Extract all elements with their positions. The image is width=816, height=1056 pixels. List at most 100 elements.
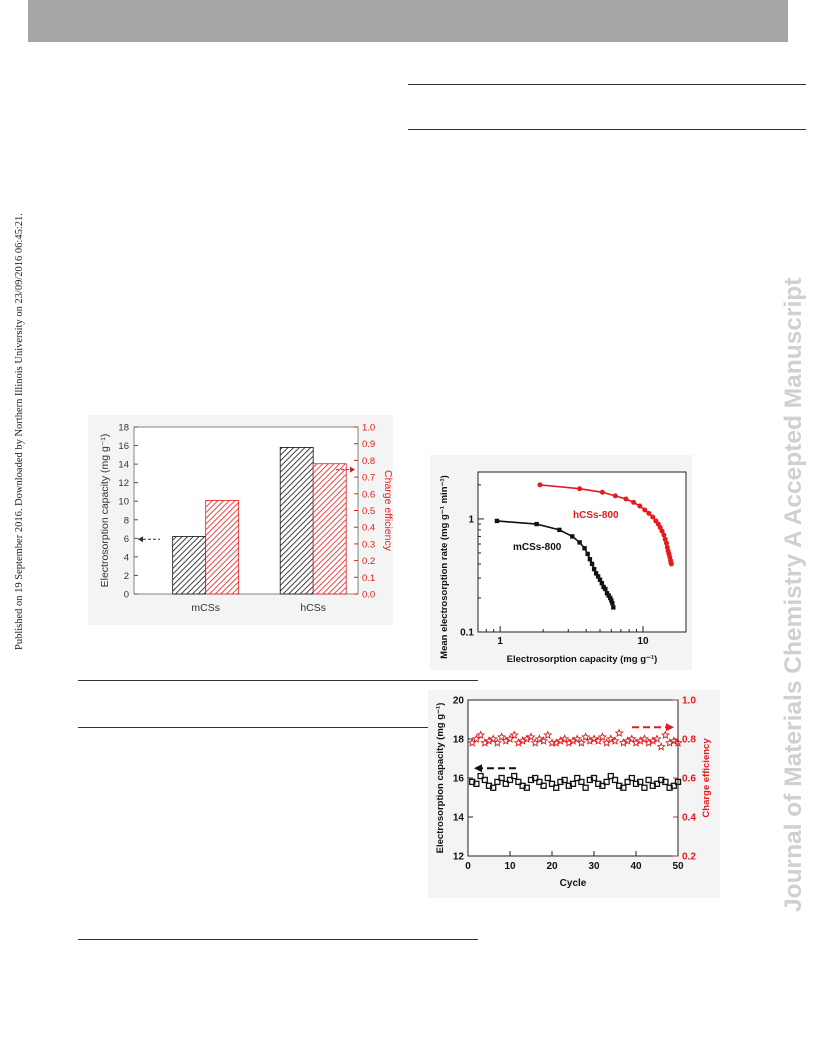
data-point-mCSs-800 (609, 598, 614, 603)
x-tick-label: 10 (637, 636, 649, 647)
data-point-hCSs-800 (663, 540, 669, 546)
x-tick-label: 0 (465, 861, 471, 872)
data-point-hCSs-800 (659, 528, 665, 534)
data-point-efficiency (492, 738, 502, 747)
data-point-hCSs-800 (637, 503, 643, 509)
data-point-efficiency (610, 736, 620, 745)
y2-tick-label: 0.4 (682, 813, 696, 824)
data-point-capacity (481, 776, 488, 784)
data-point-capacity (515, 778, 522, 786)
data-point-efficiency (576, 738, 586, 747)
data-point-efficiency (572, 734, 582, 743)
data-point-mCSs-800 (610, 600, 615, 606)
plot-frame (477, 471, 687, 633)
data-point-capacity (536, 778, 543, 786)
data-point-capacity (553, 784, 560, 791)
data-point-capacity (603, 778, 610, 786)
x-axis-label: Electrosorption capacity (mg g⁻¹) (507, 654, 658, 665)
y2-tick-label: 0.8 (682, 735, 696, 746)
data-point-capacity (670, 782, 677, 789)
bar-chart-figure: 0 2 4 6 8 10 12 14 16 18 0.0 0.1 0.2 0.3 0.4 0.5 0.6 0.7 0… (88, 415, 393, 625)
series-label-mCSs-800: mCSs-800 (513, 542, 562, 553)
data-point-mCSs-800 (494, 518, 500, 524)
table-rule (408, 129, 806, 130)
data-point-capacity (674, 778, 682, 786)
bar-capacity-mCSs (172, 536, 207, 595)
data-point-capacity (532, 774, 539, 782)
data-point-efficiency (534, 734, 544, 743)
data-point-capacity (653, 780, 661, 787)
data-point-capacity (578, 778, 585, 786)
y2-tick-label: 0.8 (362, 456, 375, 467)
data-point-capacity (569, 780, 577, 787)
data-point-capacity (624, 778, 631, 786)
data-point-mCSs-800 (599, 581, 605, 586)
data-point-mCSs-800 (577, 540, 582, 545)
y-tick-label: 18 (453, 735, 465, 746)
x-tick-label: 50 (672, 861, 684, 872)
data-point-capacity (511, 772, 518, 780)
data-point-capacity (620, 784, 627, 791)
series-label-hCSs-800: hCSs-800 (573, 510, 619, 521)
y2-tick-label: 0.2 (682, 852, 696, 863)
data-point-mCSs-800 (534, 521, 539, 527)
data-point-efficiency (627, 734, 637, 743)
data-point-efficiency (476, 730, 486, 739)
x-tick-label: 10 (504, 861, 516, 872)
data-point-efficiency (526, 732, 536, 741)
plot-frame (467, 699, 679, 857)
data-point-capacity (548, 780, 556, 787)
data-point-hCSs-800 (612, 493, 618, 499)
data-point-efficiency (488, 734, 498, 743)
data-point-hCSs-800 (646, 510, 652, 516)
y-axis-label: Mean electrosorption rate (mg g⁻¹ min⁻¹) (439, 475, 450, 659)
y2-tick-label: 0.4 (362, 523, 375, 534)
y-tick-label: 14 (453, 813, 465, 824)
y-tick-label: 4 (124, 552, 129, 563)
table-rule (78, 727, 478, 728)
y2-tick-label: 0.1 (362, 573, 375, 584)
data-point-capacity (611, 776, 619, 784)
data-point-mCSs-800 (557, 527, 562, 533)
data-point-efficiency (589, 734, 599, 743)
journal-watermark-text: Journal of Materials Chemistry A Accepte… (780, 277, 807, 912)
data-point-capacity (494, 778, 501, 786)
y2-tick-label: 1.0 (682, 696, 696, 707)
x-tick-label: 1 (497, 636, 503, 647)
x-tick-label: 40 (630, 861, 642, 872)
y-tick-label: 20 (453, 696, 465, 707)
y-tick-label: 12 (453, 852, 465, 863)
y2-tick-label: 0.3 (362, 539, 375, 550)
data-point-efficiency (543, 730, 553, 739)
y2-axis-label: Charge efficiency (382, 470, 393, 552)
data-point-mCSs-800 (589, 561, 595, 567)
x-axis-label: Cycle (560, 878, 587, 889)
data-point-mCSs-800 (585, 551, 590, 557)
y-tick-label: 14 (118, 460, 129, 471)
data-point-mCSs-800 (608, 595, 613, 601)
data-point-capacity (490, 784, 497, 791)
data-point-mCSs-800 (591, 566, 597, 572)
data-point-capacity (599, 782, 606, 789)
y2-tick-label: 0.2 (362, 556, 375, 567)
data-point-efficiency (656, 742, 666, 751)
data-point-efficiency (539, 736, 549, 745)
y-tick-label: 18 (118, 423, 129, 434)
data-point-efficiency (673, 738, 683, 747)
y-tick-label: 0 (124, 590, 129, 601)
data-point-hCSs-800 (650, 514, 656, 520)
y2-tick-label: 1.0 (362, 423, 375, 434)
data-point-mCSs-800 (593, 571, 599, 576)
arrow-right-head (666, 723, 674, 732)
table-rule (78, 680, 478, 681)
y-tick-label: 6 (124, 534, 129, 545)
data-point-capacity (498, 774, 505, 782)
data-point-efficiency (639, 734, 649, 743)
data-point-capacity (582, 784, 589, 791)
data-point-capacity (607, 772, 614, 780)
data-point-mCSs-800 (595, 574, 601, 579)
data-point-efficiency (660, 730, 670, 739)
data-point-capacity (523, 784, 530, 791)
data-point-efficiency (560, 734, 570, 743)
x-tick-label: 30 (588, 861, 600, 872)
